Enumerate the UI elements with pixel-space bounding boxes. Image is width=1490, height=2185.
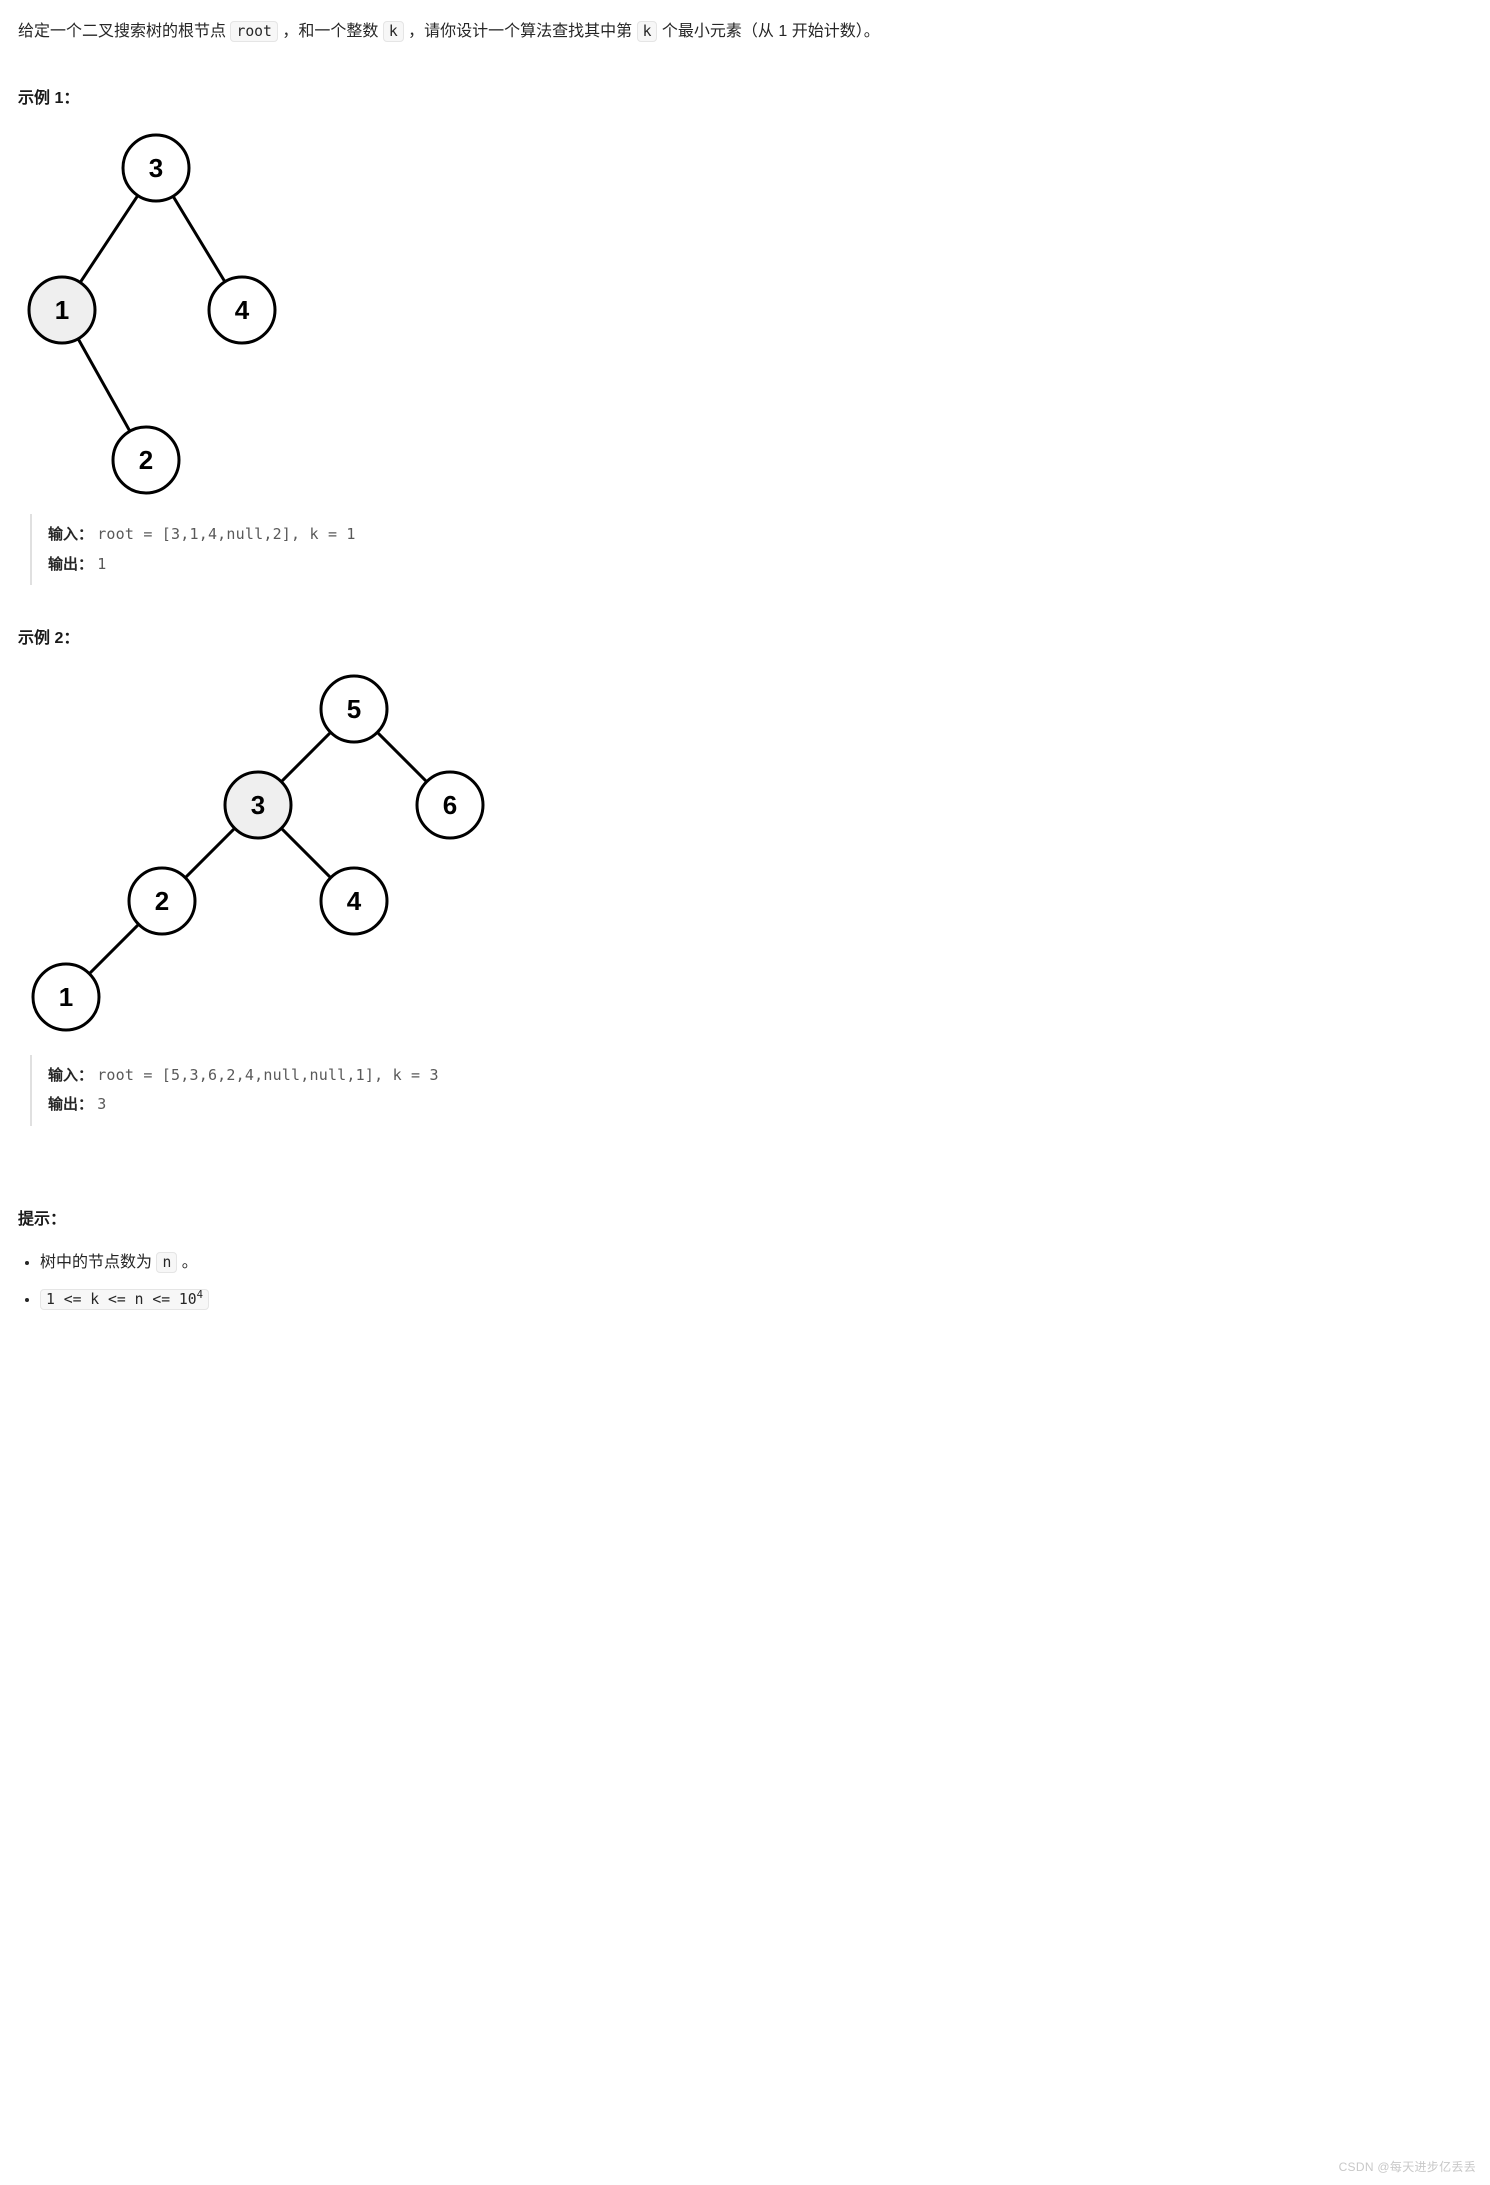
output-value: 1 xyxy=(97,555,106,573)
example-2-tree-diagram: 5 3 6 2 4 1 xyxy=(18,665,488,1045)
hints-title: 提示： xyxy=(18,1206,1472,1233)
tree-edge xyxy=(78,339,130,431)
tree-node-label: 3 xyxy=(149,153,163,183)
inline-code-n: n xyxy=(156,1252,177,1273)
tree-node-label: 2 xyxy=(139,445,153,475)
output-label: 输出： xyxy=(48,1096,93,1113)
tree-edge xyxy=(185,828,234,877)
intro-text: ，请你设计一个算法查找其中第 xyxy=(408,23,636,40)
input-value: root = [3,1,4,null,2], k = 1 xyxy=(97,525,355,543)
example-2-io: 输入： root = [5,3,6,2,4,null,null,1], k = … xyxy=(30,1055,1472,1126)
tree-edge xyxy=(173,197,225,283)
inline-code-root: root xyxy=(230,21,277,42)
intro-text: 个最小元素（从 1 开始计数）。 xyxy=(662,23,880,40)
example-1-title: 示例 1： xyxy=(18,85,1472,112)
example-2-input-row: 输入： root = [5,3,6,2,4,null,null,1], k = … xyxy=(48,1061,1472,1091)
problem-description: 给定一个二叉搜索树的根节点 root ，和一个整数 k ，请你设计一个算法查找其… xyxy=(18,18,1472,45)
tree-node-label: 4 xyxy=(347,886,362,916)
inline-code-constraint: 1 <= k <= n <= 104 xyxy=(40,1289,209,1310)
hint-item-2: 1 <= k <= n <= 104 xyxy=(40,1286,1472,1313)
constraint-sup: 4 xyxy=(197,1289,203,1301)
hint-item-1: 树中的节点数为 n 。 xyxy=(40,1249,1472,1276)
tree-node-label: 1 xyxy=(59,982,73,1012)
tree-node-label: 4 xyxy=(235,295,250,325)
example-1-output-row: 输出： 1 xyxy=(48,550,1472,580)
intro-text: 给定一个二叉搜索树的根节点 xyxy=(18,23,230,40)
hint-text: 。 xyxy=(182,1254,198,1271)
tree-edge xyxy=(377,732,426,781)
intro-text: ，和一个整数 xyxy=(282,23,382,40)
inline-code-k: k xyxy=(637,21,658,42)
example-1-tree-diagram: 3 1 4 2 xyxy=(18,124,282,504)
constraint-text: 1 <= k <= n <= 10 xyxy=(46,1291,197,1308)
input-value: root = [5,3,6,2,4,null,null,1], k = 3 xyxy=(97,1066,439,1084)
inline-code-k: k xyxy=(383,21,404,42)
output-value: 3 xyxy=(97,1095,106,1113)
output-label: 输出： xyxy=(48,556,93,573)
tree-node-label: 5 xyxy=(347,694,361,724)
tree-edge xyxy=(80,196,138,283)
input-label: 输入： xyxy=(48,526,93,543)
example-2-output-row: 输出： 3 xyxy=(48,1090,1472,1120)
example-2-title: 示例 2： xyxy=(18,625,1472,652)
tree-node-label: 3 xyxy=(251,790,265,820)
hints-list: 树中的节点数为 n 。 1 <= k <= n <= 104 xyxy=(18,1249,1472,1313)
example-1-input-row: 输入： root = [3,1,4,null,2], k = 1 xyxy=(48,520,1472,550)
watermark: CSDN @每天进步亿丢丢 xyxy=(1339,2157,1476,2177)
tree-node-label: 6 xyxy=(443,790,457,820)
tree-node-label: 2 xyxy=(155,886,169,916)
hint-text: 树中的节点数为 xyxy=(40,1254,156,1271)
input-label: 输入： xyxy=(48,1067,93,1084)
tree-edge xyxy=(281,828,330,877)
tree-node-label: 1 xyxy=(55,295,69,325)
tree-edge xyxy=(281,732,330,781)
tree-edge xyxy=(89,924,138,973)
example-1-io: 输入： root = [3,1,4,null,2], k = 1 输出： 1 xyxy=(30,514,1472,585)
